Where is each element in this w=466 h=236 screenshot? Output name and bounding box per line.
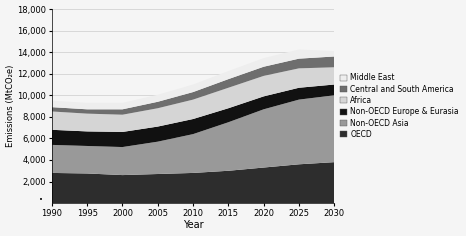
Text: •: • (39, 197, 43, 203)
X-axis label: Year: Year (183, 220, 203, 230)
Y-axis label: Emissions (MtCO₂e): Emissions (MtCO₂e) (6, 65, 14, 147)
Legend: Middle East, Central and South America, Africa, Non-OECD Europe & Eurasia, Non-O: Middle East, Central and South America, … (338, 72, 460, 140)
